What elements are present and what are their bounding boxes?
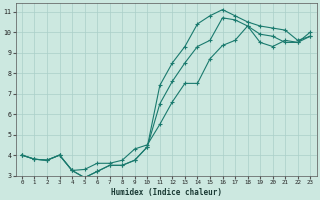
X-axis label: Humidex (Indice chaleur): Humidex (Indice chaleur) bbox=[111, 188, 221, 197]
